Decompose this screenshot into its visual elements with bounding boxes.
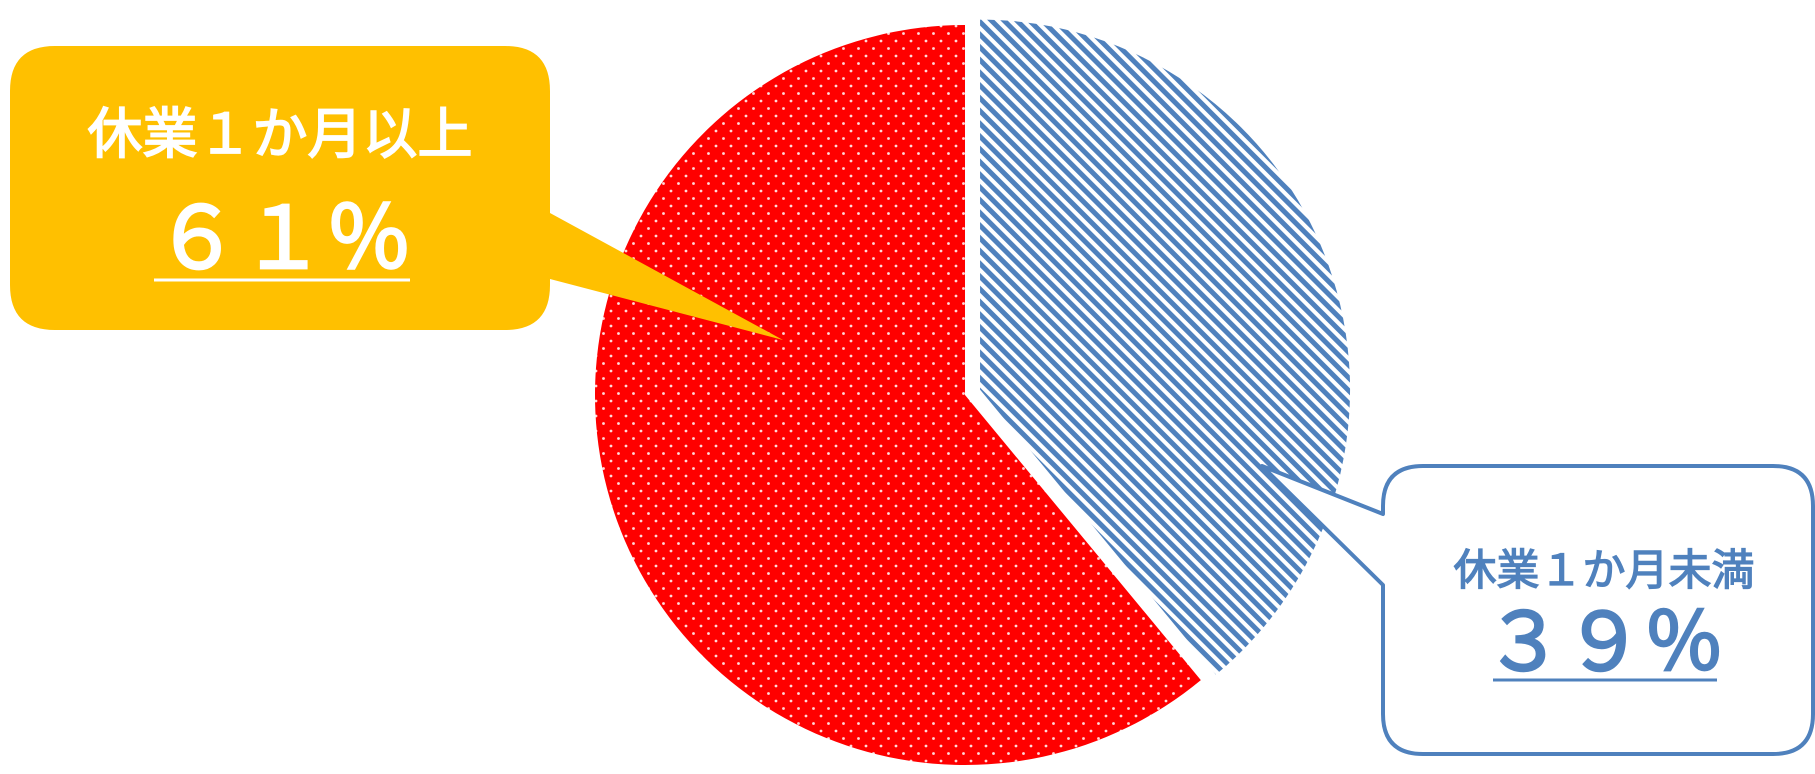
callout-over-value: ６１％ <box>154 189 412 289</box>
callout-over-shape <box>10 46 783 340</box>
callout-under-one-month: 休業１か月未満 ３９％ <box>1260 464 1815 756</box>
callout-under-label: 休業１か月未満 <box>1453 546 1755 596</box>
callout-under-value: ３９％ <box>1484 596 1724 689</box>
callout-over-one-month: 休業１か月以上 ６１％ <box>10 46 783 340</box>
pie-slice-over-one-month <box>595 25 1201 765</box>
callout-under-shape <box>1260 464 1815 756</box>
callout-over-label: 休業１か月以上 <box>86 102 472 166</box>
pie-slice-under-one-month <box>980 19 1351 675</box>
